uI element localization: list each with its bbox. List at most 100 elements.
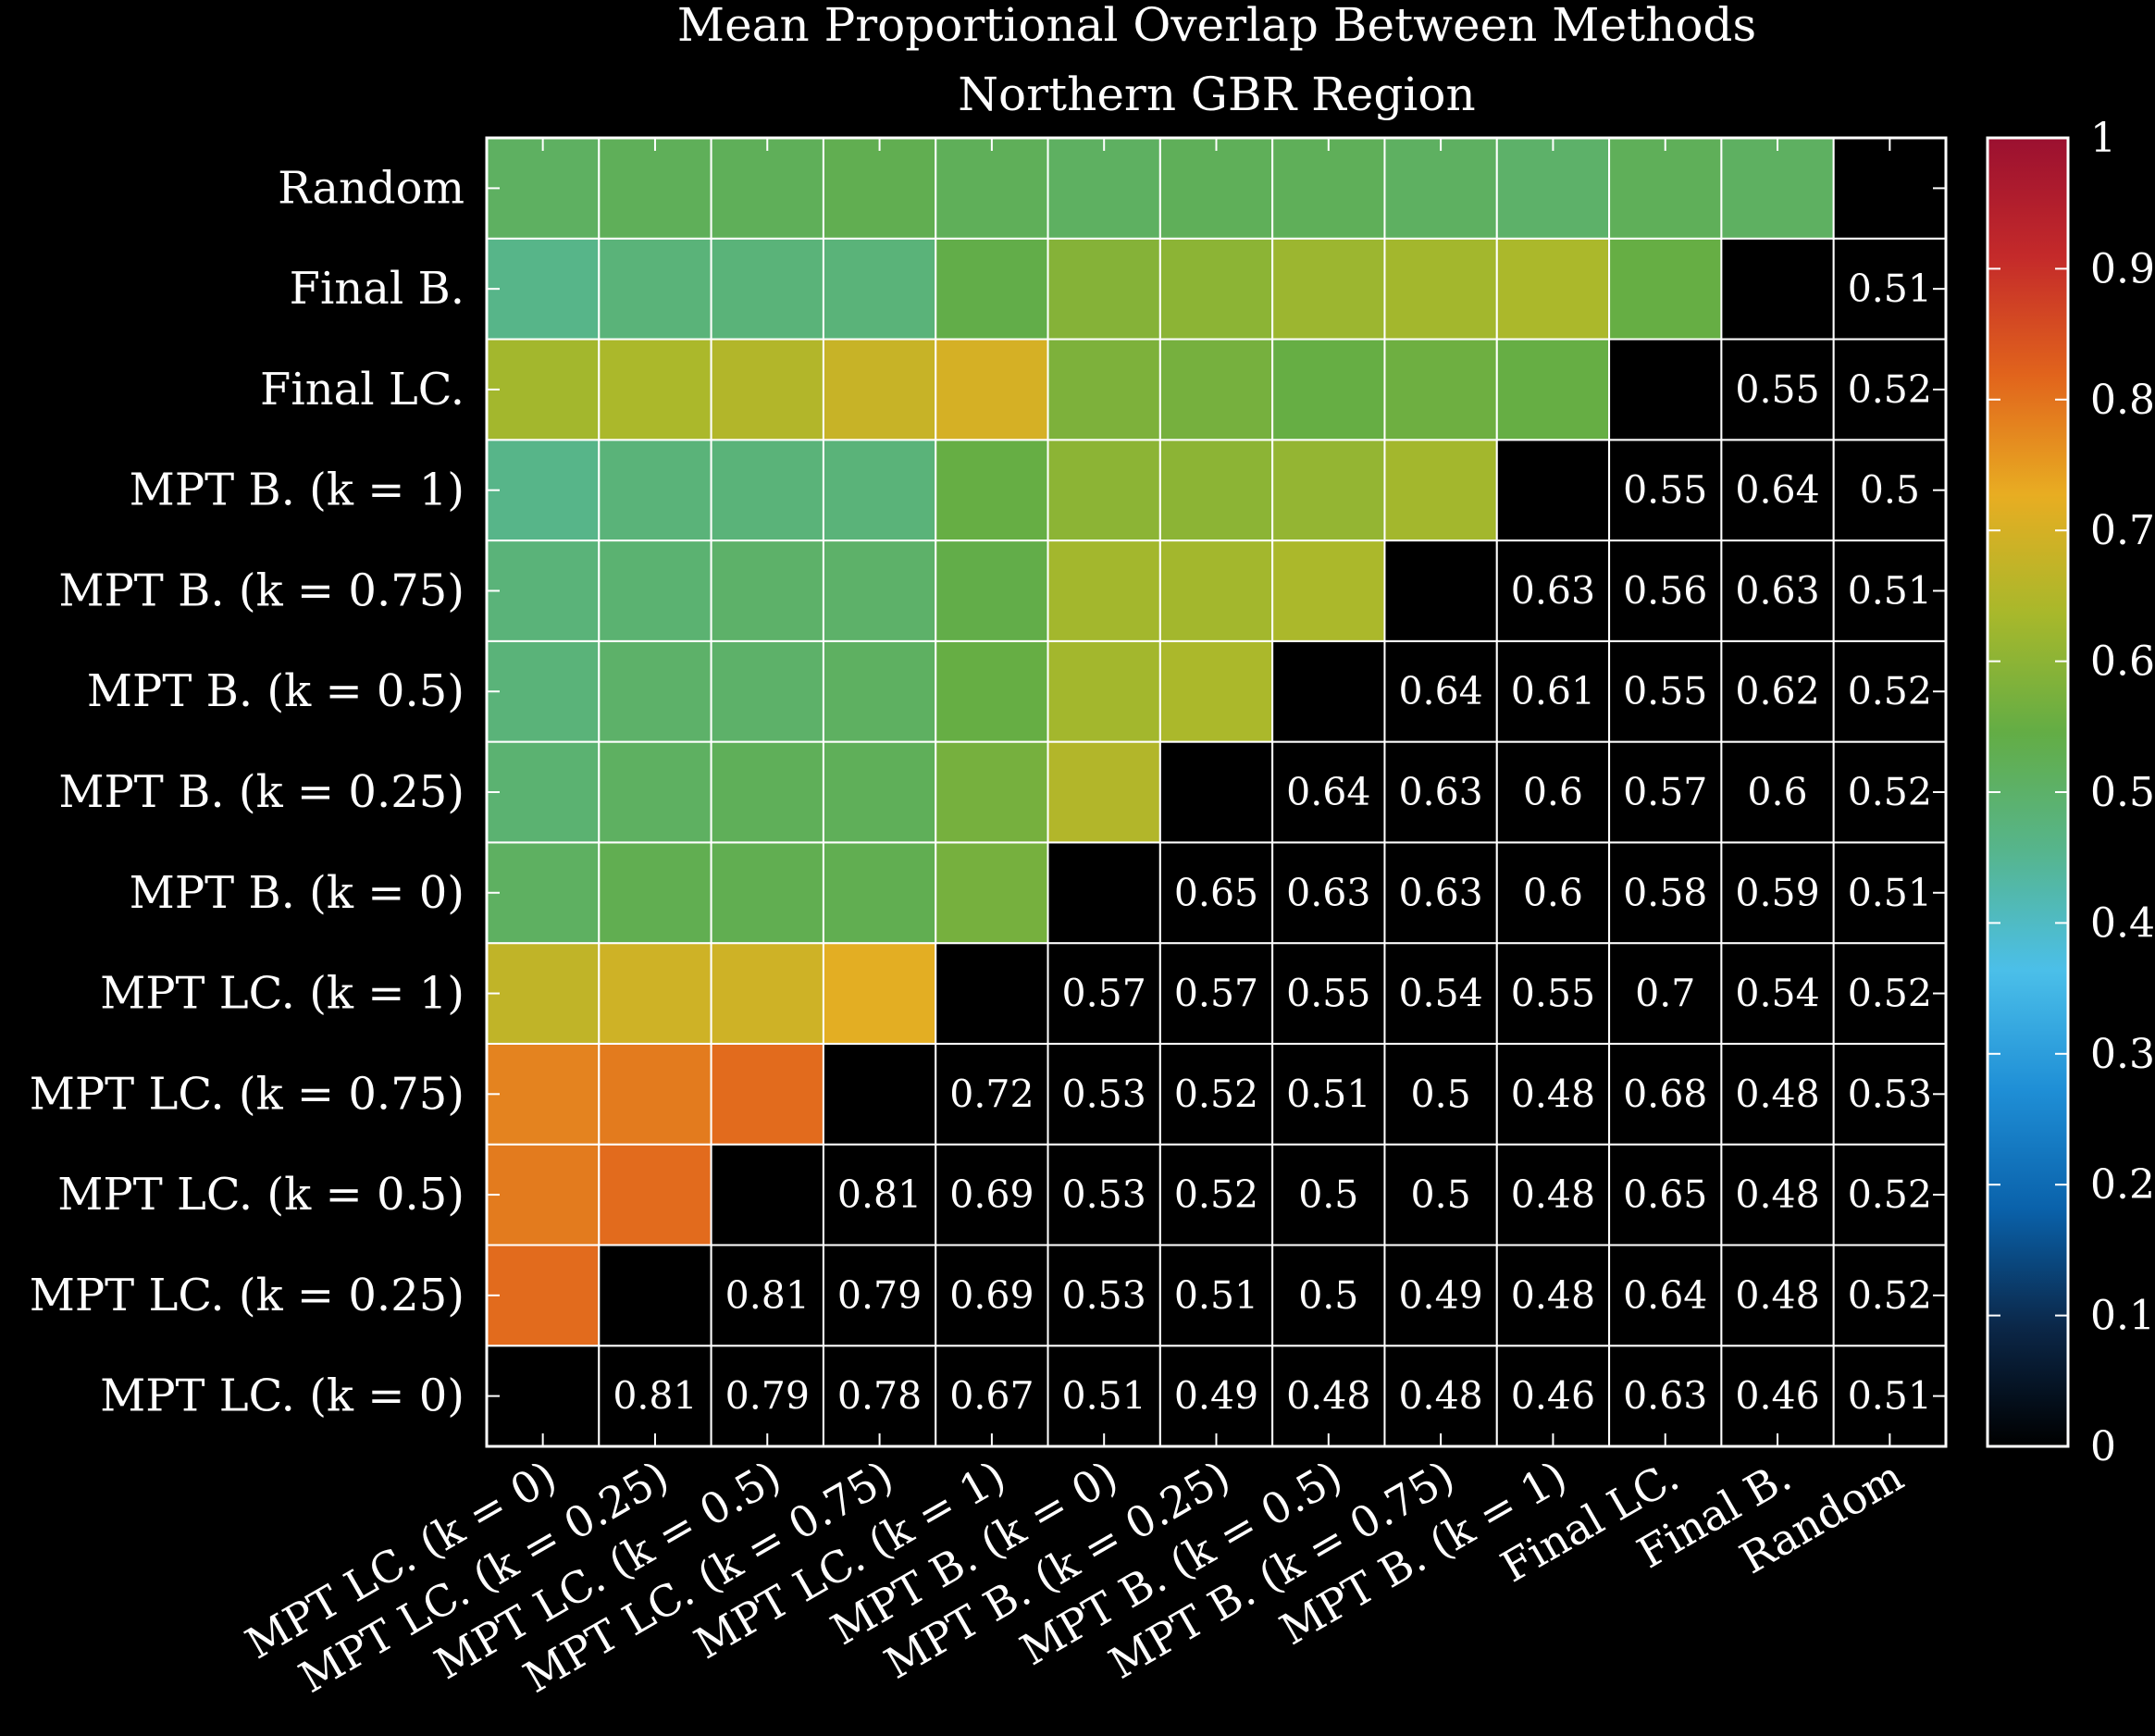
heatmap-cell-empty (1158, 1244, 1274, 1347)
cell-value-label: 0.55 (1511, 972, 1595, 1016)
heatmap-cell-empty (1495, 841, 1611, 945)
heatmap-cell (1720, 137, 1835, 240)
heatmap-cell (710, 539, 824, 642)
heatmap-cell (1047, 338, 1161, 441)
heatmap-cell (486, 439, 601, 542)
row-label: MPT LC. (k = 0.5) (57, 1169, 464, 1221)
heatmap-cell-empty (1271, 1143, 1386, 1246)
heatmap-cell (935, 841, 1049, 945)
heatmap-cell-empty (1832, 1345, 1947, 1447)
colorbar-gradient (1986, 136, 2070, 1448)
colorbar-tick-label: 1 (2090, 115, 2116, 162)
heatmap-cell-empty (1047, 1042, 1161, 1146)
heatmap-cell (598, 539, 712, 642)
heatmap-cell (1383, 338, 1498, 441)
cell-value-label: 0.5 (1298, 1172, 1358, 1217)
heatmap-cell (486, 237, 601, 341)
chart-title: Mean Proportional Overlap Between Method… (677, 0, 1756, 52)
cell-value-label: 0.63 (1398, 871, 1482, 915)
row-label: Final B. (290, 263, 464, 315)
heatmap-cell-empty (1608, 841, 1723, 945)
heatmap-cell-empty (1271, 1244, 1386, 1347)
heatmap-cell-empty (1047, 841, 1161, 945)
heatmap-cell-empty (1271, 639, 1386, 743)
heatmap-cell-empty (1832, 1244, 1947, 1347)
heatmap-cell-empty (1383, 1345, 1498, 1447)
heatmap-cell (1383, 237, 1498, 341)
cell-value-label: 0.55 (1735, 367, 1819, 412)
heatmap-cell-empty (1832, 639, 1947, 743)
cell-value-label: 0.63 (1398, 770, 1482, 814)
heatmap-cell (710, 942, 824, 1045)
heatmap-cell (1271, 539, 1386, 642)
heatmap-cell-empty (1383, 1143, 1498, 1246)
heatmap-cell-empty (1720, 237, 1835, 341)
heatmap-cell (710, 439, 824, 542)
heatmap-cell (1047, 639, 1161, 743)
cell-value-label: 0.65 (1623, 1172, 1707, 1217)
cell-value-label: 0.63 (1511, 568, 1595, 613)
heatmap-cell-empty (1047, 1244, 1161, 1347)
cell-value-label: 0.48 (1398, 1374, 1482, 1419)
heatmap-cell (486, 338, 601, 441)
row-label: MPT B. (k = 0) (130, 867, 464, 919)
cell-value-label: 0.49 (1174, 1374, 1258, 1419)
heatmap-cell-empty (1608, 942, 1723, 1045)
heatmap-cell (1047, 237, 1161, 341)
cell-value-label: 0.79 (725, 1374, 810, 1419)
cell-value-label: 0.53 (1062, 1172, 1146, 1217)
cell-value-label: 0.81 (725, 1273, 810, 1318)
heatmap-cell (822, 841, 937, 945)
cell-value-label: 0.49 (1398, 1273, 1482, 1318)
heatmap-cell-empty (1832, 1042, 1947, 1146)
heatmap-cell (822, 237, 937, 341)
heatmap-cell-empty (710, 1244, 824, 1347)
cell-value-label: 0.54 (1735, 972, 1819, 1016)
colorbar-tick-label: 0.4 (2090, 899, 2155, 947)
heatmap-cell-empty (1158, 1042, 1274, 1146)
heatmap-cell (1047, 439, 1161, 542)
heatmap-cell (486, 539, 601, 642)
heatmap-cell (486, 1042, 601, 1146)
heatmap-cell (1158, 539, 1274, 642)
cell-value-label: 0.52 (1848, 1273, 1932, 1318)
heatmap-cell-empty (1158, 1143, 1274, 1246)
heatmap-cell-empty (822, 1042, 937, 1146)
cell-value-label: 0.5 (1860, 468, 1920, 513)
cell-value-label: 0.52 (1848, 770, 1932, 814)
cell-value-label: 0.69 (949, 1172, 1034, 1217)
heatmap-cell-empty (1608, 439, 1723, 542)
row-label: MPT LC. (k = 1) (100, 968, 464, 1020)
heatmap-cell (935, 439, 1049, 542)
row-label: MPT LC. (k = 0) (100, 1370, 464, 1422)
heatmap-cell (486, 1244, 601, 1347)
heatmap-cell-empty (1495, 539, 1611, 642)
heatmap-cell (1271, 237, 1386, 341)
heatmap-cell (935, 338, 1049, 441)
cell-value-label: 0.56 (1623, 568, 1707, 613)
heatmap-cell-empty (1495, 740, 1611, 844)
heatmap-grid: 0.81 0.79 0.78 0.67 0.51 0.49 0.48 0.48 0.46 0.63… (485, 136, 1948, 1448)
colorbar-tick-label: 0.1 (2090, 1293, 2155, 1340)
cell-value-label: 0.64 (1398, 669, 1482, 713)
heatmap-cell (598, 338, 712, 441)
cell-value-label: 0.51 (1848, 568, 1932, 613)
cell-value-label: 0.52 (1174, 1072, 1258, 1116)
heatmap-cell (935, 740, 1049, 844)
cell-value-label: 0.48 (1286, 1374, 1370, 1419)
heatmap-cell-empty (1158, 1345, 1274, 1447)
heatmap-cell-empty (1608, 338, 1723, 441)
heatmap-cell-empty (1720, 338, 1835, 441)
heatmap-cell-empty (1271, 942, 1386, 1045)
cell-value-label: 0.52 (1848, 669, 1932, 713)
heatmap-cell (710, 137, 824, 240)
heatmap-cell (598, 841, 712, 945)
heatmap-cell (710, 338, 824, 441)
cell-value-label: 0.53 (1848, 1072, 1932, 1116)
row-label: MPT B. (k = 0.25) (58, 766, 464, 818)
cell-value-label: 0.55 (1623, 468, 1707, 513)
heatmap-cell-empty (1608, 1042, 1723, 1146)
cell-value-label: 0.63 (1623, 1374, 1707, 1419)
cell-value-label: 0.67 (949, 1374, 1034, 1419)
